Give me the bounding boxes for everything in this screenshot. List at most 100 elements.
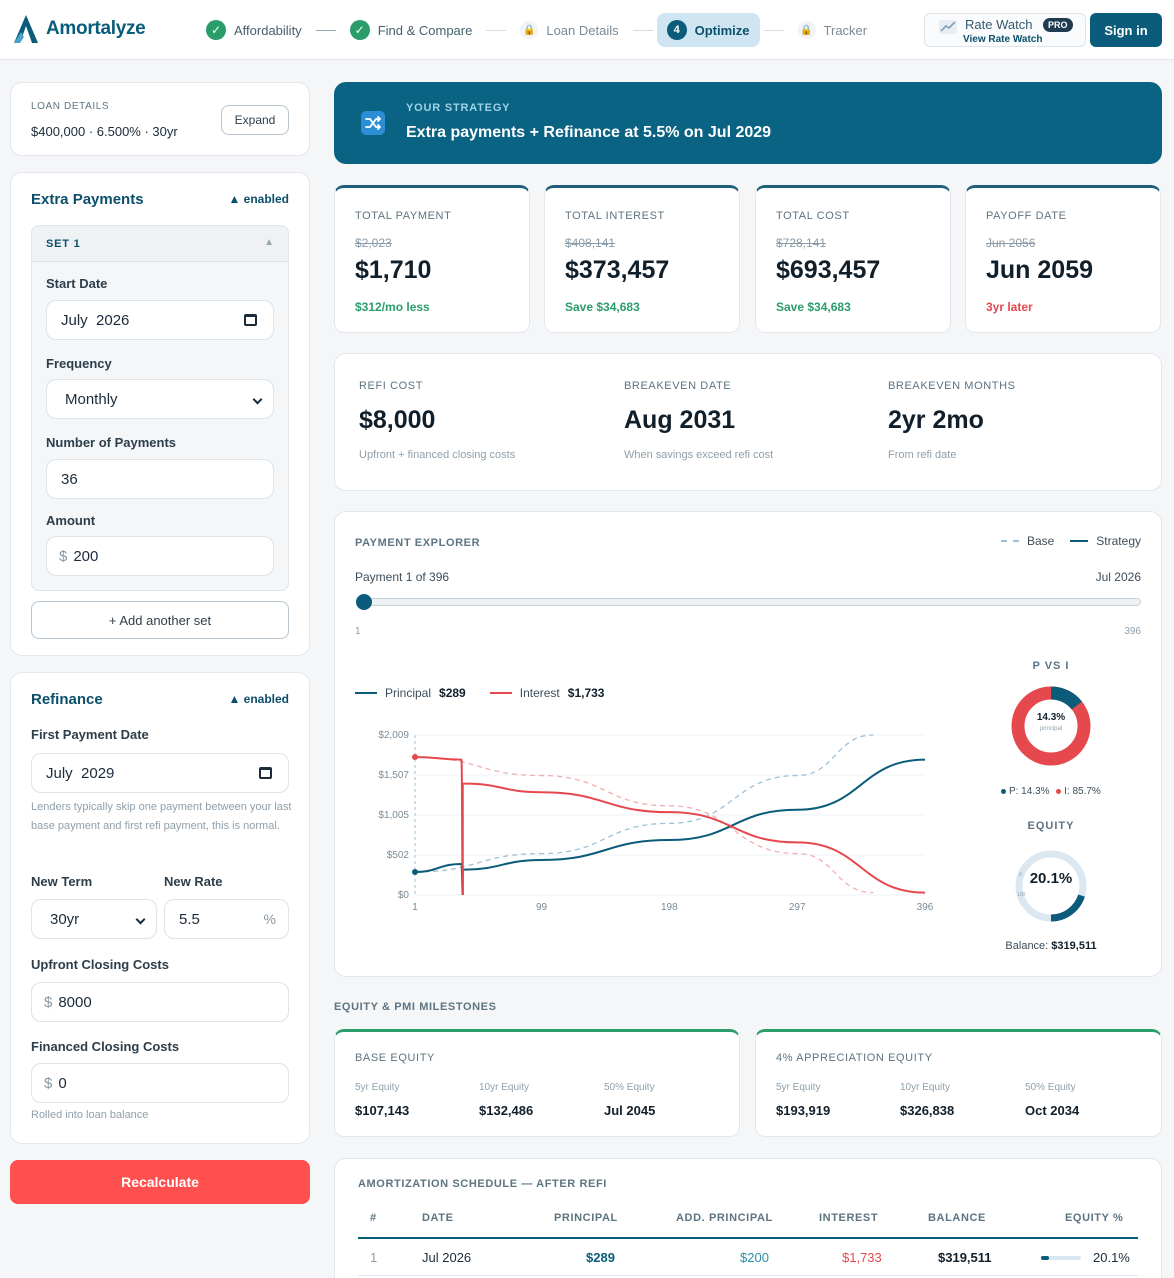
appreciation-equity-card: 4% APPRECIATION EQUITY 5yr Equity $193,91… xyxy=(755,1029,1162,1137)
cell-balance: $319,511 xyxy=(938,1250,992,1265)
amortization-card xyxy=(334,1158,1162,1278)
stat-old-value: $2,023 xyxy=(355,236,392,250)
calendar-icon[interactable] xyxy=(244,314,257,326)
balance-value: $319,511 xyxy=(1051,940,1097,952)
extra-payments-toggle[interactable]: ▲ enabled xyxy=(228,192,289,206)
y-tick-label: $502 xyxy=(387,850,410,861)
new-rate-input[interactable]: 5.5 % xyxy=(164,899,289,939)
step-separator xyxy=(632,29,653,31)
interest-swatch xyxy=(489,692,512,694)
logo-icon xyxy=(14,15,38,43)
eq-50pct: 50% Equity Jul 2045 xyxy=(604,1082,655,1118)
stat-total-interest: TOTAL INTEREST $408,141 $373,457 Save $3… xyxy=(544,185,740,333)
refi-stat-value: Aug 2031 xyxy=(624,406,736,434)
step-loan-details[interactable]: 🔒 Loan Details xyxy=(510,13,628,47)
new-term-select[interactable]: 30yr xyxy=(31,899,157,939)
financed-input[interactable]: $ 0 xyxy=(31,1063,289,1103)
eq-value: $132,486 xyxy=(479,1103,534,1118)
payment-set: SET 1 ▲ Start Date July 2026 Frequency M… xyxy=(31,225,289,591)
rate-watch-button[interactable]: Rate Watch PRO View Rate Watch xyxy=(924,13,1086,47)
strategy-label: YOUR STRATEGY xyxy=(406,102,511,114)
refi-stat-sub: From refi date xyxy=(888,449,957,461)
new-rate-label: New Rate xyxy=(164,874,223,889)
cell-interest: $1,733 xyxy=(842,1250,882,1265)
rate-watch-link[interactable]: View Rate Watch xyxy=(963,34,1043,45)
step-number: 4 xyxy=(666,20,687,40)
step-separator xyxy=(486,29,507,31)
stat-delta: 3yr later xyxy=(986,300,1033,314)
frequency-select[interactable]: Monthly xyxy=(46,379,274,419)
start-date-input[interactable]: July 2026 xyxy=(46,300,274,340)
upfront-value: 8000 xyxy=(58,993,92,1011)
currency-prefix: $ xyxy=(59,547,68,565)
payment-slider[interactable] xyxy=(356,594,1141,610)
cell-num: 1 xyxy=(370,1250,378,1265)
refi-stats-card: REFI COST $8,000 Upfront + financed clos… xyxy=(334,353,1162,491)
sign-in-button[interactable]: Sign in xyxy=(1090,13,1162,47)
loan-details-label: LOAN DETAILS xyxy=(31,101,110,112)
first-payment-input[interactable]: July 2029 xyxy=(31,753,289,793)
set-header[interactable]: SET 1 ▲ xyxy=(32,226,288,262)
x-tick-label: 297 xyxy=(789,902,806,913)
refi-stat-label: REFI COST xyxy=(359,380,424,392)
loan-details-card: LOAN DETAILS $400,000 · 6.500% · 30yr Ex… xyxy=(10,82,310,156)
collapse-icon[interactable]: ▲ xyxy=(264,237,274,248)
th-equity[interactable]: EQUITY % xyxy=(1065,1212,1124,1224)
recalculate-button[interactable]: Recalculate xyxy=(10,1160,310,1204)
extra-payments-card: Extra Payments ▲ enabled SET 1 ▲ Start D… xyxy=(10,172,310,656)
eq-label: 50% Equity xyxy=(1025,1082,1076,1093)
currency-prefix: $ xyxy=(44,1074,53,1092)
principal-interest-chart: $0 $502 $1,005 $1,507 $2,009 1 99 198 297 396 xyxy=(378,730,933,913)
th-principal[interactable]: PRINCIPAL xyxy=(554,1212,618,1224)
pvi-title: P VS I xyxy=(1032,660,1070,672)
financed-value: 0 xyxy=(58,1074,67,1092)
stat-label: PAYOFF DATE xyxy=(986,210,1067,222)
th-add-principal[interactable]: ADD. PRINCIPAL xyxy=(676,1212,773,1224)
th-num[interactable]: # xyxy=(370,1212,377,1224)
refi-stat-sub: Upfront + financed closing costs xyxy=(359,449,516,461)
th-date[interactable]: DATE xyxy=(422,1212,454,1224)
table-header-divider xyxy=(358,1237,1138,1239)
logo[interactable]: Amortalyze xyxy=(12,14,146,44)
step-find-compare[interactable]: ✓ Find & Compare xyxy=(340,13,483,47)
start-date-label: Start Date xyxy=(46,276,108,291)
chart-legend: Principal $289 Interest $1,733 xyxy=(355,686,604,700)
calendar-icon[interactable] xyxy=(259,767,272,779)
legend-i: I: 85.7% xyxy=(1064,786,1101,797)
add-set-button[interactable]: + Add another set xyxy=(31,601,289,639)
x-tick-label: 99 xyxy=(536,902,548,913)
base-interest-line xyxy=(415,756,874,894)
stat-total-payment: TOTAL PAYMENT $2,023 $1,710 $312/mo less xyxy=(334,185,530,333)
refinance-toggle[interactable]: ▲ enabled xyxy=(228,692,289,706)
table-row[interactable] xyxy=(358,1240,1138,1276)
step-label: Optimize xyxy=(694,22,750,38)
th-balance[interactable]: BALANCE xyxy=(928,1212,986,1224)
num-payments-input[interactable]: 36 xyxy=(46,459,274,499)
upfront-label: Upfront Closing Costs xyxy=(31,957,169,972)
step-affordability[interactable]: ✓ Affordability xyxy=(196,13,312,47)
th-interest[interactable]: INTEREST xyxy=(819,1212,879,1224)
explorer-legend: Base Strategy xyxy=(1000,534,1141,548)
slider-thumb[interactable] xyxy=(356,594,372,610)
expand-button[interactable]: Expand xyxy=(221,105,289,135)
legend-strategy-swatch xyxy=(1070,540,1089,542)
step-tracker[interactable]: 🔒 Tracker xyxy=(788,13,878,47)
refi-stat-value: $8,000 xyxy=(359,406,436,434)
y-tick-label: $1,005 xyxy=(378,810,409,821)
payment-date: Jul 2026 xyxy=(1095,570,1141,584)
principal-swatch xyxy=(355,692,377,694)
set-label: SET 1 xyxy=(46,238,81,250)
eq-5yr: 5yr Equity $107,143 xyxy=(355,1082,409,1118)
loan-summary: $400,000 · 6.500% · 30yr xyxy=(31,124,178,139)
step-optimize[interactable]: 4 Optimize xyxy=(656,13,760,47)
donut-hole xyxy=(1025,700,1077,752)
interest-cursor-point xyxy=(412,753,418,760)
eq-value: $193,919 xyxy=(776,1103,831,1118)
principal-legend-value: $289 xyxy=(439,686,466,700)
currency-prefix: $ xyxy=(44,993,53,1011)
upfront-input[interactable]: $ 8000 xyxy=(31,982,289,1022)
stat-old-value: $408,141 xyxy=(565,236,616,250)
amount-input[interactable]: $ 200 xyxy=(46,536,274,576)
pvi-legend: P: 14.3% I: 85.7% xyxy=(995,786,1107,797)
step-nav: ✓ Affordability ✓ Find & Compare 🔒 Loan … xyxy=(196,12,877,48)
